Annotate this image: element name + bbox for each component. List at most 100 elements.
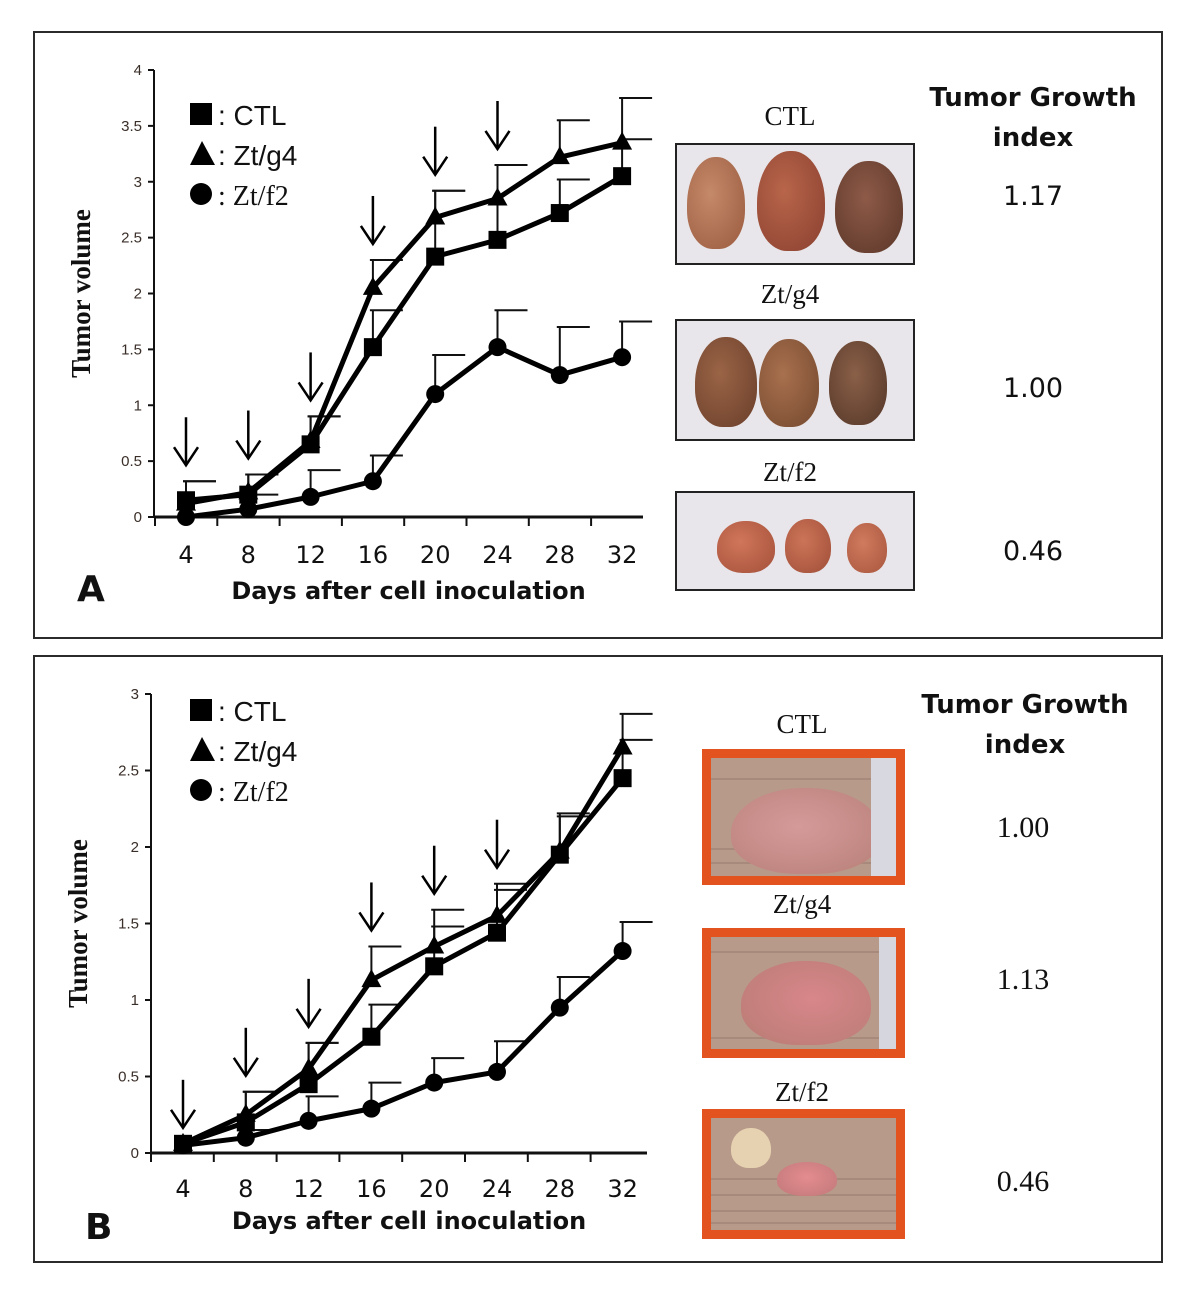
y-tick-label: 1.5 [118,916,139,933]
tgi-title-line2: index [984,730,1066,760]
y-tick-label: 4 [134,62,142,79]
marker-zt-g4 [362,276,383,295]
arrow-head [484,130,511,152]
marker-ctl [613,167,632,186]
photo-label-ctl: CTL [776,709,828,739]
x-tick-label: 4 [178,541,193,569]
tgi-title-line1: Tumor Growth [921,690,1129,720]
marker-ctl [363,338,382,357]
series-line-zt-g4 [185,140,623,507]
chart-b: 0 0.5 1 1.5 2 2.5 3 4 8 12 16 20 24 28 32 Tumor volume D… [63,686,653,1248]
marker-ctl [362,1027,381,1046]
y-tick-label: 0 [131,1145,139,1162]
x-tick-label: 24 [482,1175,513,1203]
x-tick-label: 32 [607,541,638,569]
marker-zt-f2 [177,508,195,526]
marker-zt-f2 [239,500,258,519]
treatment-arrow-icon [295,978,322,1030]
x-tick-label: 8 [241,541,256,569]
marker-ctl [299,1075,318,1094]
treatment-arrow-icon [169,1079,197,1131]
y-tick-label: 2.5 [121,230,142,247]
tgi-title-b: Tumor Growth index [905,685,1145,765]
mouse-photo-zt-f2 [702,1109,905,1239]
tumor-photo-zt-g4 [675,319,915,441]
marker-zt-f2 [174,1136,192,1155]
legend-marker-zt-f2 [190,779,212,801]
tgi-value-ctl: 1.00 [996,811,1050,844]
legend-label-ctl: : CTL [218,696,286,727]
photo-label-zt-f2: Zt/f2 [775,1077,829,1107]
photo-label-zt-f2: Zt/f2 [763,457,817,487]
x-tick-label: 12 [293,1175,324,1203]
marker-zt-f2 [488,338,507,357]
y-tick-label: 0.5 [118,1069,139,1086]
arrow-head [232,1057,259,1079]
treatment-arrow-icon [358,882,385,933]
x-tick-label: 16 [358,541,389,569]
x-tick-label: 28 [545,1175,576,1203]
y-tick-label: 3 [131,686,139,703]
tgi-title-line1: Tumor Growth [929,83,1137,113]
treatment-arrow-icon [232,1027,259,1079]
y-tick-label: 0.5 [121,453,142,470]
tgi-value-zt-g4: 1.00 [1002,373,1064,404]
chart-a: 0 0.5 1 1.5 2 2.5 3 3.5 4 4 8 12 16 20 24 28 32 Tumor vol… [66,62,653,610]
y-tick-label: 2 [131,839,139,856]
mouse-photo-ctl [702,749,905,885]
arrow-head [421,875,448,896]
tgi-title-a: Tumor Growth index [913,78,1153,158]
legend-label-ctl: : CTL [218,100,286,131]
tgi-value-zt-f2: 0.46 [1002,536,1064,567]
marker-zt-g4 [612,736,633,755]
tumor-photo-zt-f2 [675,491,915,591]
x-tick-label: 8 [238,1175,253,1203]
legend-label-zt-f2: : Zt/f2 [218,777,289,808]
tgi-value-ctl: 1.17 [1002,181,1064,212]
photo-label-zt-g4: Zt/g4 [760,279,820,309]
x-tick-label: 12 [295,541,326,569]
marker-ctl [426,247,445,266]
arrow-head [358,911,385,933]
arrow-head [359,225,386,247]
arrow-head [295,1008,322,1030]
legend-label-zt-f2: : Zt/f2 [218,181,289,212]
y-tick-label: 0 [134,509,142,526]
panel-letter: A [77,569,105,610]
marker-zt-g4 [425,206,446,225]
y-axis-title: Tumor volume [66,209,96,378]
x-tick-label: 32 [607,1175,638,1203]
marker-ctl [613,769,632,788]
arrow-head [169,1109,197,1131]
legend-label-zt-g4: : Zt/g4 [218,140,297,171]
arrow-head [297,381,324,403]
marker-zt-f2 [236,1128,255,1147]
marker-zt-g4 [487,187,508,206]
treatment-arrow-icon [421,845,448,896]
y-tick-label: 1.5 [121,341,142,358]
series-line-zt-f2 [182,949,625,1148]
marker-zt-g4 [361,969,382,988]
marker-zt-f2 [488,1062,506,1081]
marker-zt-g4 [549,146,570,165]
treatment-arrow-icon [483,819,511,870]
marker-zt-g4 [235,1103,256,1122]
arrow-head [483,849,511,870]
arrow-head [235,439,262,461]
y-tick-label: 1 [134,397,142,414]
legend-marker-ctl [190,103,212,125]
legend-label-zt-g4: : Zt/g4 [218,736,297,767]
tgi-title-line2: index [992,123,1074,153]
marker-zt-g4 [424,935,445,954]
marker-zt-g4 [300,430,321,449]
marker-zt-f2 [363,472,382,491]
y-tick-label: 2.5 [118,763,139,780]
series-line-zt-g4 [181,746,625,1147]
marker-ctl [488,923,506,942]
treatment-arrow-icon [297,352,324,403]
x-tick-label: 24 [482,541,513,569]
y-tick-label: 2 [134,286,142,303]
marker-zt-g4 [612,131,633,150]
x-tick-label: 20 [419,1175,450,1203]
panel-a: 0 0.5 1 1.5 2 2.5 3 3.5 4 4 8 12 16 20 24 28 32 Tumor vol… [33,31,1163,639]
